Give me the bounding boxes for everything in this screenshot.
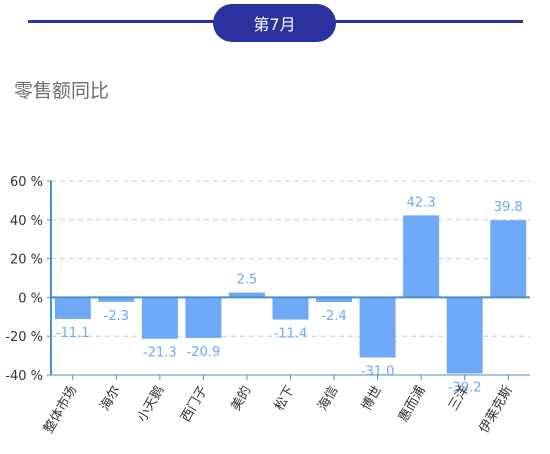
bar[interactable]: [185, 297, 222, 338]
axis-layer: -40 % -20 % 0 % 20 % 40 % 60 %: [5, 175, 530, 384]
bar[interactable]: [446, 297, 483, 374]
x-tick-label: 西门子: [178, 384, 210, 425]
x-tick-label: 博世: [359, 384, 385, 414]
value-label: 39.8: [494, 200, 523, 215]
value-label: -21.3: [143, 346, 177, 361]
bar[interactable]: [272, 297, 309, 320]
bar[interactable]: [359, 297, 396, 358]
value-label: 2.5: [237, 273, 258, 288]
period-badge[interactable]: 第7月: [213, 4, 336, 42]
bar[interactable]: [403, 215, 440, 298]
x-tick-label: 海信: [316, 384, 342, 414]
x-tick-label: 惠而浦: [396, 384, 428, 425]
x-tick-label: 小天鹅: [134, 383, 167, 425]
y-tick-label: -20 %: [5, 330, 43, 345]
x-tick-layer: 整体市场 海尔 小天鹅 西门子 美的 松下 海信 博世 惠而浦 三洋 伊莱克斯: [40, 375, 516, 437]
value-label: 42.3: [407, 195, 436, 210]
bar[interactable]: [54, 297, 91, 319]
y-tick-label: 60 %: [10, 175, 43, 190]
x-tick-label: 整体市场: [40, 383, 80, 436]
bar[interactable]: [141, 297, 178, 339]
x-tick-label: 伊莱克斯: [477, 384, 516, 437]
value-label-layer: -11.1 -2.3 -21.3 -20.9 2.5 -11.4 -2.4 -31.0 42.3…: [56, 195, 523, 395]
x-tick-label: 美的: [228, 383, 255, 414]
value-label: -20.9: [187, 345, 221, 360]
y-tick-label: 0 %: [18, 291, 43, 306]
bar[interactable]: [228, 292, 265, 298]
value-label: -11.1: [56, 326, 90, 341]
value-label: -39.2: [448, 380, 482, 395]
value-label: -31.0: [361, 365, 395, 380]
y-tick-label: 20 %: [10, 253, 43, 268]
bar[interactable]: [98, 297, 135, 302]
bar[interactable]: [490, 220, 527, 298]
y-tick-label: 40 %: [10, 214, 43, 229]
bar-layer: [54, 215, 527, 374]
section-title: 零售额同比: [14, 80, 110, 102]
x-tick-label: 松下: [272, 384, 298, 414]
bar[interactable]: [316, 297, 353, 303]
period-label: 第7月: [253, 15, 296, 34]
value-label: -2.4: [321, 309, 346, 324]
x-tick-label: 海尔: [98, 384, 124, 414]
value-label: -2.3: [104, 309, 129, 324]
value-label: -11.4: [274, 327, 308, 342]
y-tick-label: -40 %: [5, 369, 43, 384]
